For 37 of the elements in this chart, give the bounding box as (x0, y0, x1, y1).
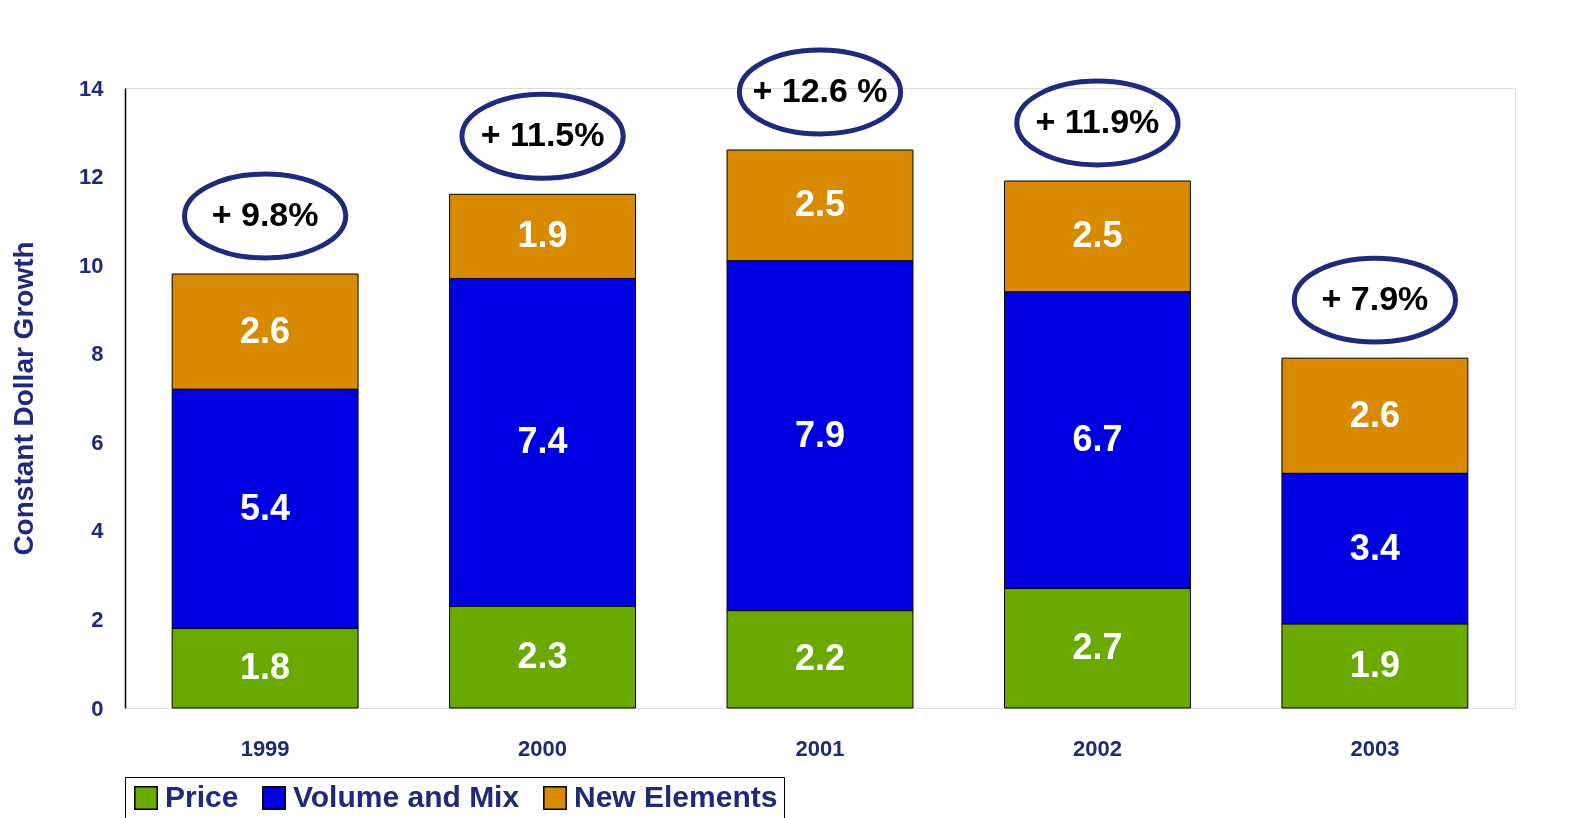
y-tick-label: 6 (91, 429, 104, 455)
data-label: 2.7 (1072, 626, 1123, 668)
data-label: 2.5 (1072, 214, 1123, 256)
x-tick-label: 2000 (518, 735, 568, 761)
data-label: 2.2 (794, 637, 846, 679)
data-label: 2.5 (794, 183, 846, 225)
x-tick-label: 2003 (1350, 735, 1400, 761)
total-label: + 9.8% (211, 195, 319, 233)
y-tick-label: 12 (79, 164, 104, 190)
x-tick-label: 1999 (240, 735, 290, 761)
legend-label: New Elements (574, 780, 778, 813)
total-label: + 11.9% (1035, 102, 1160, 140)
data-label: 2.6 (240, 309, 291, 351)
y-tick-label: 2 (91, 606, 104, 632)
data-label: 5.4 (240, 486, 291, 528)
data-label: 2.6 (1349, 393, 1400, 435)
data-label: 6.7 (1072, 418, 1123, 460)
y-tick-label: 8 (91, 341, 104, 367)
y-tick-label: 4 (91, 518, 105, 544)
data-label: 2.3 (517, 635, 568, 677)
x-tick-label: 2001 (795, 735, 845, 761)
total-label: + 12.6 % (752, 71, 888, 109)
data-label: 3.4 (1349, 526, 1400, 568)
y-tick-label: 14 (79, 75, 105, 101)
data-label: 1.9 (517, 214, 568, 256)
data-label: 7.4 (517, 420, 568, 462)
total-label: + 7.9% (1321, 279, 1429, 318)
x-tick-label: 2002 (1072, 735, 1122, 761)
data-label: 1.9 (1349, 643, 1400, 685)
legend-label: Volume and Mix (293, 780, 520, 813)
y-axis-title: Constant Dollar Growth (8, 241, 40, 556)
total-label: + 11.5% (480, 115, 605, 154)
legend-label: Price (165, 780, 239, 813)
data-label: 1.8 (240, 646, 291, 688)
data-label: 7.9 (794, 413, 846, 455)
y-tick-label: 10 (79, 252, 104, 278)
y-tick-label: 0 (91, 695, 104, 721)
